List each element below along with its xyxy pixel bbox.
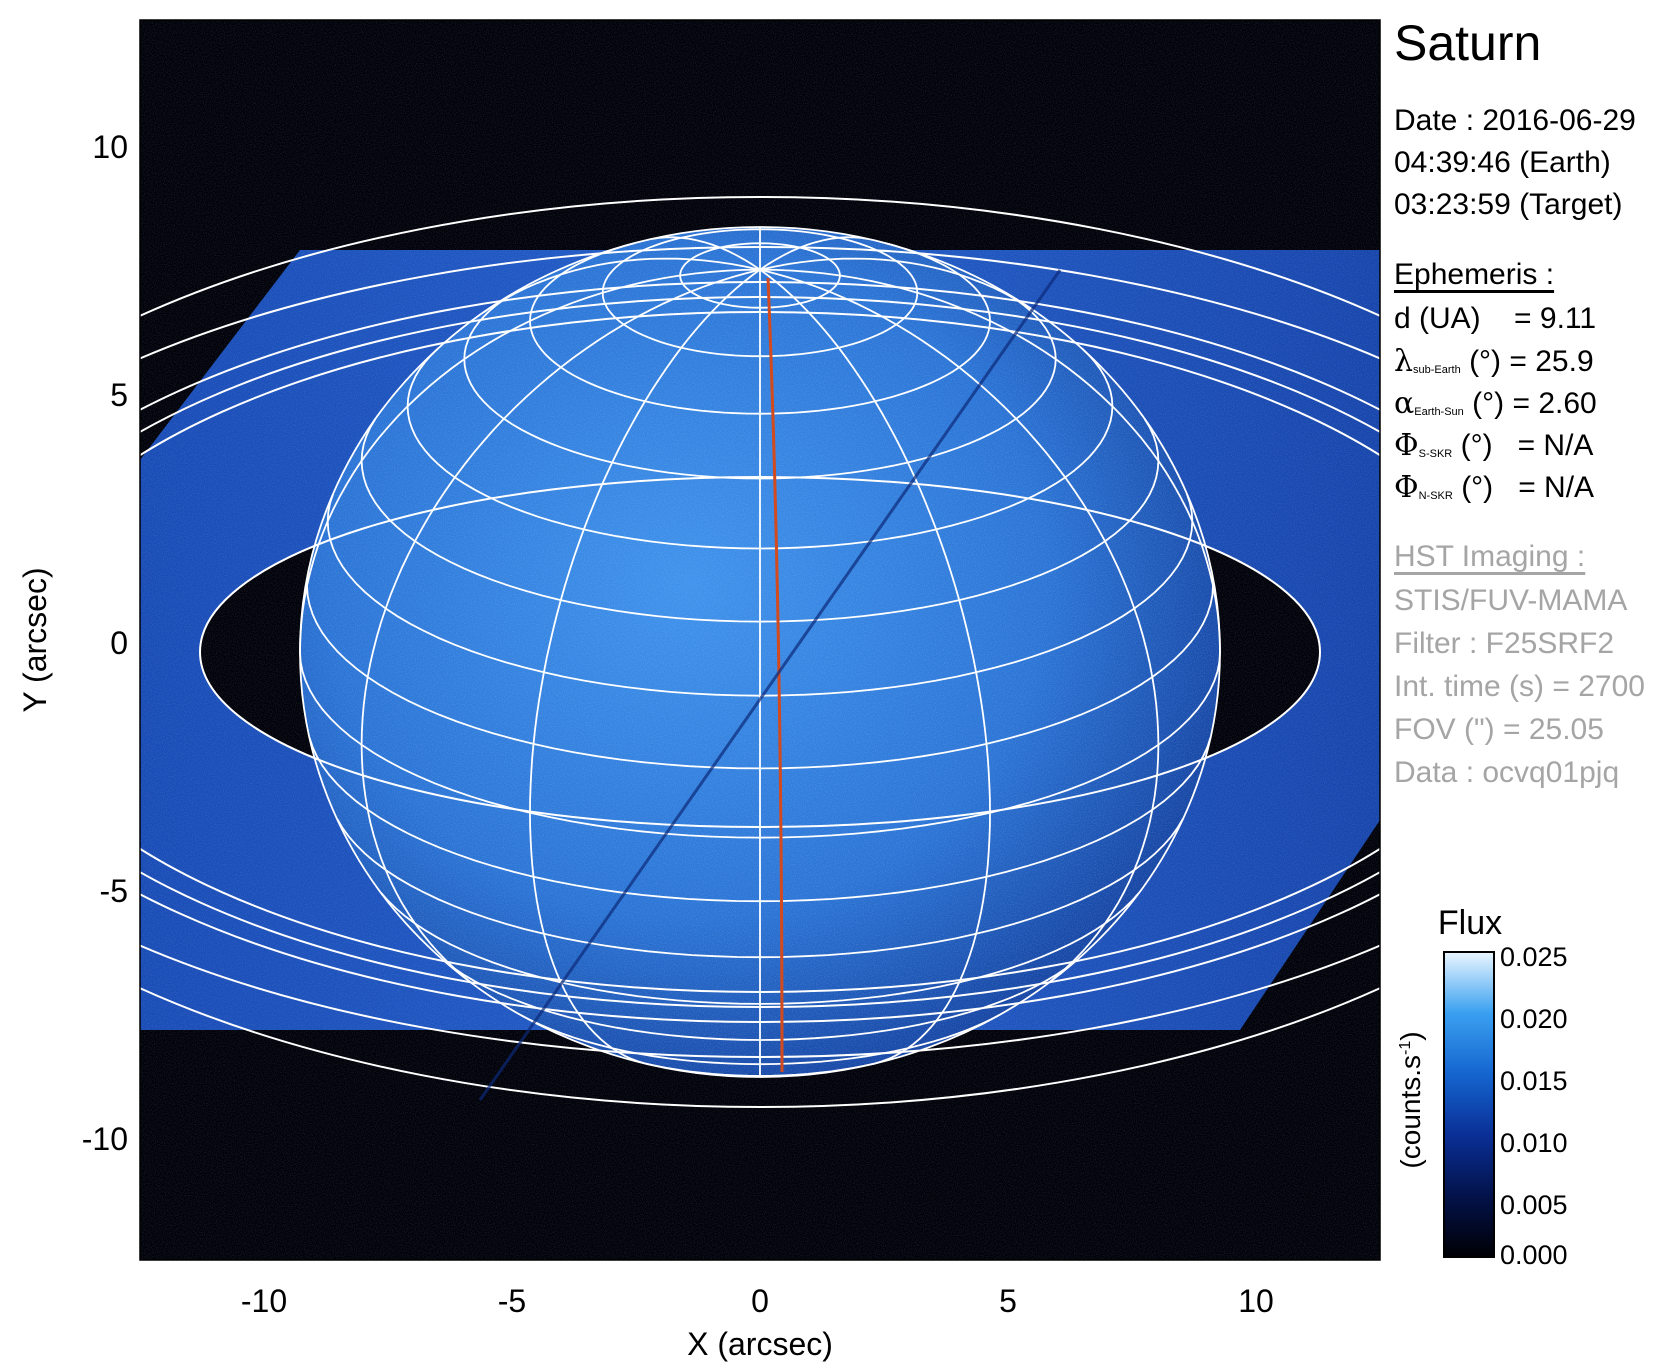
lat-lon-grid [299, 226, 1221, 1078]
y-tick-label: 5 [110, 377, 128, 413]
imaging-heading: HST Imaging : [1394, 540, 1586, 573]
imaging-fov: FOV (") = 25.05 [1394, 713, 1604, 746]
imaging-instrument: STIS/FUV-MAMA [1394, 584, 1628, 617]
y-axis-label: Y (arcsec) [17, 567, 53, 712]
colorbar-tick: 0.025 [1500, 942, 1568, 972]
x-tick-label: -5 [498, 1283, 526, 1319]
x-tick-label: 5 [999, 1283, 1017, 1319]
longitude-line [651, 236, 761, 271]
x-tick-label: -10 [241, 1283, 287, 1319]
central-meridian [766, 277, 784, 1073]
longitude-line [759, 257, 1038, 314]
longitude-line [482, 257, 761, 314]
longitude-line [759, 268, 1221, 653]
colorbar-tick: 0.020 [1500, 1004, 1568, 1034]
longitude-line [759, 268, 991, 1065]
longitude-line [759, 236, 869, 271]
colorbar-tick: 0.010 [1500, 1128, 1568, 1158]
image-plot [140, 20, 1380, 1260]
ephemeris-lat-sub-earth: λsub-Earth (°) = 25.9 [1394, 344, 1594, 379]
y-tick-label: -5 [100, 873, 128, 909]
imaging-filter: Filter : F25SRF2 [1394, 627, 1615, 660]
y-tick-label: -10 [82, 1121, 128, 1157]
ephemeris-distance: d (UA) = 9.11 [1394, 302, 1597, 335]
target-title: Saturn [1394, 15, 1542, 71]
colorbar-tick: 0.005 [1500, 1190, 1568, 1220]
ephemeris-phase-angle: αEarth-Sun (°) = 2.60 [1394, 386, 1597, 421]
x-axis: -10 -5 0 5 10 X (arcsec) [241, 1283, 1274, 1362]
plot-frame [139, 19, 1381, 1261]
x-axis-label: X (arcsec) [687, 1326, 833, 1362]
y-axis: 10 5 0 -5 -10 Y (arcsec) [17, 129, 128, 1157]
colorbar-tick: 0.000 [1500, 1240, 1568, 1270]
y-tick-label: 10 [92, 129, 128, 165]
colorbar-label: (counts.s-1) [1395, 1031, 1426, 1168]
x-tick-label: 10 [1238, 1283, 1274, 1319]
colorbar-scale [1443, 951, 1495, 1258]
imaging-data-id: Data : ocvq01pjq [1394, 756, 1620, 789]
ephemeris-heading: Ephemeris : [1394, 258, 1555, 291]
longitude-line [529, 268, 761, 1065]
longitude-line [759, 268, 1160, 986]
colorbar-tick: 0.015 [1500, 1066, 1568, 1096]
colorbar: Flux 0.025 0.020 0.015 0.010 0.005 0.000… [1395, 904, 1568, 1270]
ephemeris-n-skr: ΦN-SKR (°) = N/A [1394, 470, 1595, 505]
ephemeris-s-skr: ΦS-SKR (°) = N/A [1394, 428, 1594, 463]
longitude-line [360, 268, 761, 986]
target-time: 03:23:59 (Target) [1394, 188, 1623, 221]
earth-time: 04:39:46 (Earth) [1394, 146, 1611, 179]
y-tick-label: 0 [110, 625, 128, 661]
detector-streak [478, 269, 1062, 1101]
x-tick-label: 0 [751, 1283, 769, 1319]
colorbar-title: Flux [1438, 904, 1502, 942]
imaging-int-time: Int. time (s) = 2700 [1394, 670, 1645, 703]
date-line: Date : 2016-06-29 [1394, 104, 1636, 137]
longitude-line [299, 268, 761, 653]
